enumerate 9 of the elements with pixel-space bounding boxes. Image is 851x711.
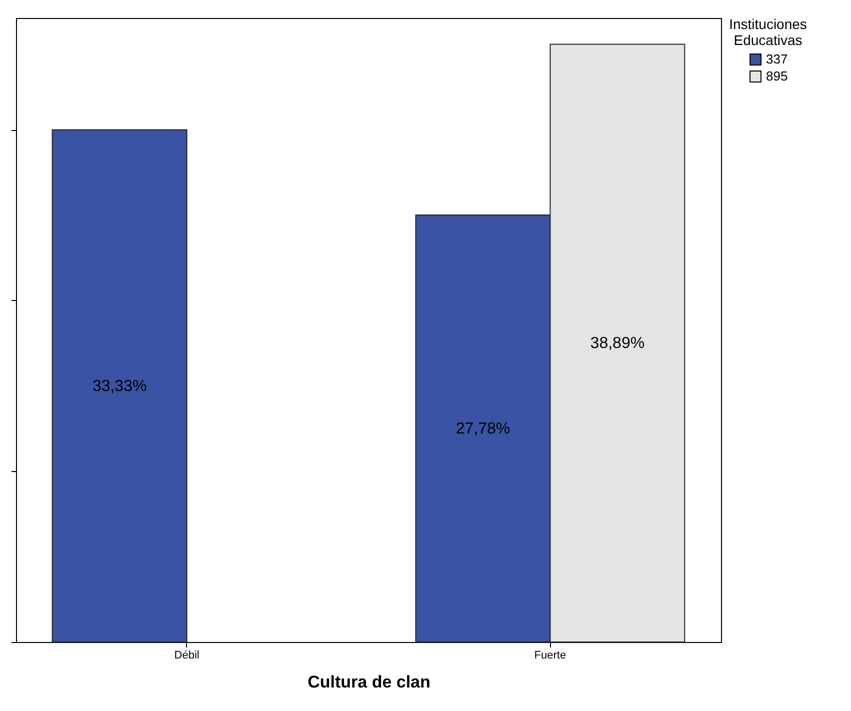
data-label: 38,89%: [590, 335, 645, 352]
x-tick-label: Débil: [174, 650, 200, 662]
data-label: 27,78%: [456, 420, 510, 438]
data-label: 33,33%: [92, 378, 147, 395]
x-axis-title: Cultura de clan: [308, 672, 430, 692]
legend-label: 895: [766, 68, 788, 84]
legend-label: 337: [766, 52, 788, 66]
x-tick-label: Fuerte: [534, 650, 566, 662]
legend-title: Instituciones Educativas: [729, 16, 807, 48]
